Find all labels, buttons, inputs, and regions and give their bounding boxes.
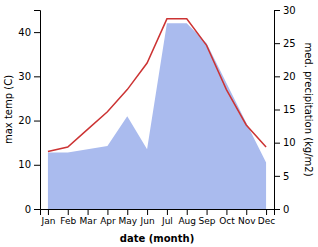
y-axis-title: max temp (C) <box>3 75 14 144</box>
y-tick: 5 <box>274 171 289 182</box>
tick-label: Oct <box>219 216 235 226</box>
tick-mark <box>187 209 188 215</box>
x-axis-title: date (month) <box>120 233 194 244</box>
tick-mark <box>274 110 280 111</box>
tick-mark <box>34 121 40 122</box>
y-tick: 15 <box>274 104 296 115</box>
y2-axis-title: med. precipitation (kg/m2) <box>303 42 314 176</box>
y-tick: 0 <box>274 204 289 215</box>
tick-mark <box>274 43 280 44</box>
tick-label: 30 <box>283 5 296 16</box>
tick-mark <box>274 143 280 144</box>
y-tick: 20 <box>274 71 296 82</box>
y-tick: 0 <box>25 204 40 215</box>
tick-mark <box>246 209 247 215</box>
y2-axis: 0 5 10 15 20 25 30 <box>274 5 296 215</box>
tick-label: Apr <box>100 216 116 226</box>
tick-label: 40 <box>18 27 31 38</box>
x-tick: Aug <box>178 209 196 226</box>
tick-mark <box>68 209 69 215</box>
x-tick: Sep <box>199 209 216 226</box>
x-axis: Jan Feb MarAprMayJun Jul AugSepOctNovDec <box>40 209 275 226</box>
line <box>48 19 266 152</box>
tick-label: May <box>118 216 137 226</box>
tick-mark <box>107 209 108 215</box>
tick-mark <box>88 209 89 215</box>
y-tick: 20 <box>18 115 40 126</box>
tick-label: 15 <box>283 104 296 115</box>
y-tick: 30 <box>274 5 296 16</box>
tick-mark <box>226 209 227 215</box>
tick-mark <box>34 209 40 210</box>
tick-label: 30 <box>18 71 31 82</box>
tick-mark <box>274 176 280 177</box>
axis-line <box>275 11 281 210</box>
tick-label: Jun <box>140 216 155 226</box>
tick-mark <box>34 165 40 166</box>
x-tick: May <box>118 209 137 226</box>
y-tick: 10 <box>18 159 40 170</box>
tick-mark <box>34 76 40 77</box>
tick-mark <box>167 209 168 215</box>
tick-mark <box>266 209 267 215</box>
x-tick: Mar <box>80 209 97 226</box>
tick-label: 20 <box>18 115 31 126</box>
x-tick: Jan <box>40 209 55 226</box>
axis-line <box>41 210 275 216</box>
x-tick: Jun <box>140 209 155 226</box>
tick-label: Sep <box>199 216 216 226</box>
y-tick: 25 <box>274 38 296 49</box>
x-tick: Nov <box>238 209 256 226</box>
tick-label: 0 <box>283 204 289 215</box>
tick-label: Mar <box>80 216 97 226</box>
tick-label: Aug <box>178 216 196 226</box>
axis-line <box>34 11 41 210</box>
area <box>48 23 266 209</box>
tick-label: Jan <box>40 216 55 226</box>
tick-mark <box>147 209 148 215</box>
tick-label: Nov <box>238 216 256 226</box>
x-tick: Feb <box>60 209 76 226</box>
tick-label: 0 <box>25 204 31 215</box>
x-tick: Jul <box>161 209 173 226</box>
tick-label: Feb <box>60 216 76 226</box>
x-tick: Dec <box>258 209 275 226</box>
tick-label: 10 <box>283 137 296 148</box>
tick-mark <box>127 209 128 215</box>
chart: Jan Feb MarAprMayJun Jul AugSepOctNovDec 0 10 2… <box>0 0 318 247</box>
tick-label: 25 <box>283 38 296 49</box>
x-tick: Apr <box>100 209 116 226</box>
tick-mark <box>48 209 49 215</box>
tick-mark <box>34 32 40 33</box>
tick-label: 10 <box>18 159 31 170</box>
y-axis: 0 10 20 30 40 <box>18 11 40 215</box>
tick-label: 20 <box>283 71 296 82</box>
y-tick: 10 <box>274 137 296 148</box>
y-tick: 40 <box>18 27 40 38</box>
tick-label: Jul <box>161 216 173 226</box>
x-tick: Oct <box>219 209 235 226</box>
y-tick: 30 <box>18 71 40 82</box>
plot-area <box>48 19 266 209</box>
tick-mark <box>274 209 280 210</box>
tick-mark <box>274 76 280 77</box>
tick-mark <box>274 10 280 11</box>
tick-mark <box>207 209 208 215</box>
tick-label: Dec <box>258 216 275 226</box>
tick-label: 5 <box>283 171 289 182</box>
